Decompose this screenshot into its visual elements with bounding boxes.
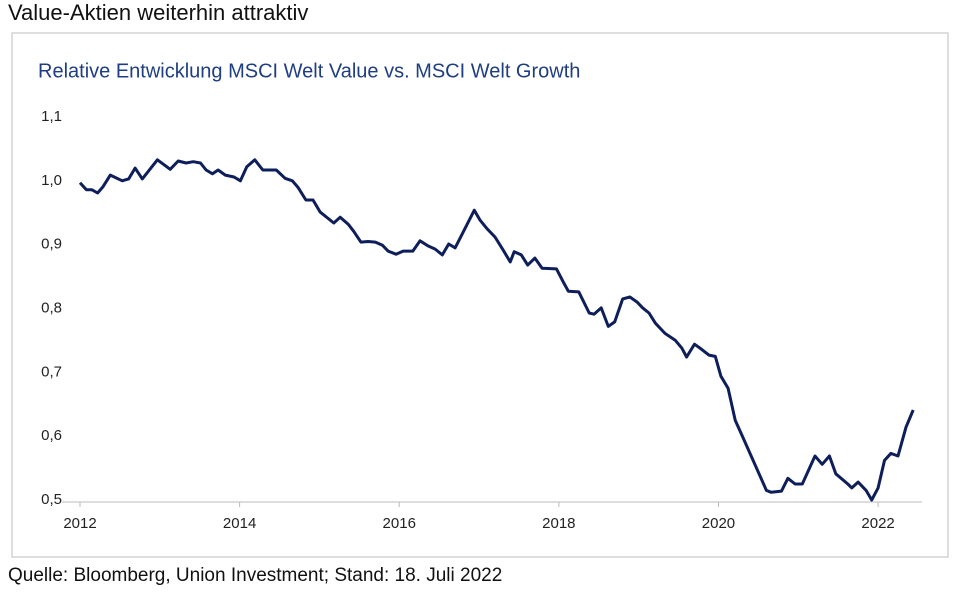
source-note: Quelle: Bloomberg, Union Investment; Sta… [8,565,502,586]
y-tick-label: 0,9 [41,236,62,253]
chart-title: Relative Entwicklung MSCI Welt Value vs.… [38,60,580,82]
y-tick-label: 0,8 [41,299,62,316]
y-tick-label: 0,7 [41,363,62,380]
x-tick-label: 2018 [542,515,575,532]
x-tick-label: 2020 [702,515,735,532]
x-tick-label: 2022 [861,515,894,532]
chart-frame [11,32,949,558]
x-tick-label: 2014 [223,515,256,532]
data-line [78,158,915,502]
y-tick-label: 1,1 [41,108,62,125]
page-title: Value-Aktien weiterhin attraktiv [8,0,308,25]
x-tick-label: 2016 [383,515,416,532]
y-tick-label: 0,6 [41,427,62,444]
y-tick-label: 1,0 [41,172,62,189]
y-tick-label: 0,5 [41,491,62,508]
x-tick-label: 2012 [63,515,96,532]
